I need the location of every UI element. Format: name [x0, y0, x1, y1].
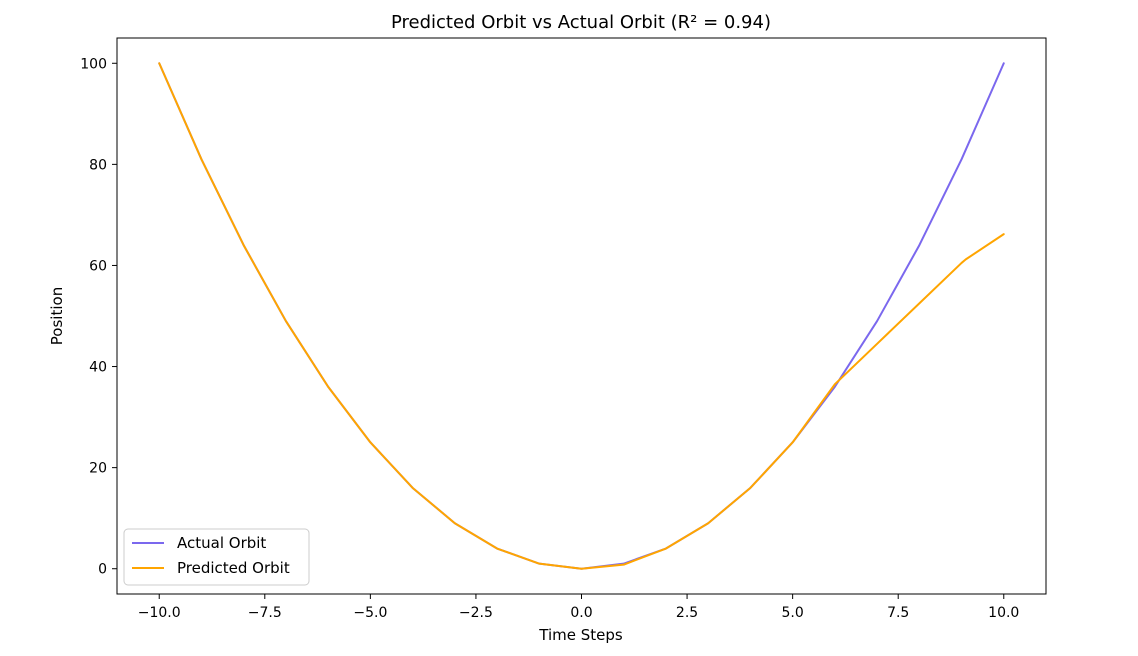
x-axis-title: Time Steps: [538, 626, 623, 644]
y-tick-label: 0: [98, 562, 107, 578]
y-tick-label: 80: [89, 157, 107, 173]
x-tick-label: −7.5: [248, 605, 282, 621]
y-tick-label: 40: [89, 360, 107, 376]
x-tick-label: 7.5: [887, 605, 909, 621]
legend-label-actual-orbit: Actual Orbit: [177, 534, 266, 552]
plot-lines: [158, 62, 1005, 570]
legend: Actual Orbit Predicted Orbit: [123, 528, 310, 586]
y-axis: 0 20 40 60 80 100: [80, 56, 117, 578]
legend-label-predicted-orbit: Predicted Orbit: [177, 559, 290, 577]
x-tick-label: 2.5: [676, 605, 698, 621]
x-tick-label: −2.5: [459, 605, 493, 621]
legend-box: [123, 528, 310, 586]
x-tick-label: 10.0: [988, 605, 1019, 621]
chart-title: Predicted Orbit vs Actual Orbit (R² = 0.…: [391, 12, 771, 33]
x-tick-label: −10.0: [138, 605, 181, 621]
y-tick-label: 100: [80, 56, 107, 72]
y-tick-label: 60: [89, 258, 107, 274]
y-tick-label: 20: [89, 461, 107, 477]
y-axis-title: Position: [48, 287, 66, 345]
x-tick-label: −5.0: [353, 605, 387, 621]
x-tick-label: 5.0: [782, 605, 804, 621]
x-tick-label: 0.0: [570, 605, 592, 621]
series-line-predicted-orbit: [158, 62, 1005, 570]
x-axis: −10.0 −7.5 −5.0 −2.5 0.0 2.5 5.0 7.5 10.0: [138, 594, 1019, 621]
